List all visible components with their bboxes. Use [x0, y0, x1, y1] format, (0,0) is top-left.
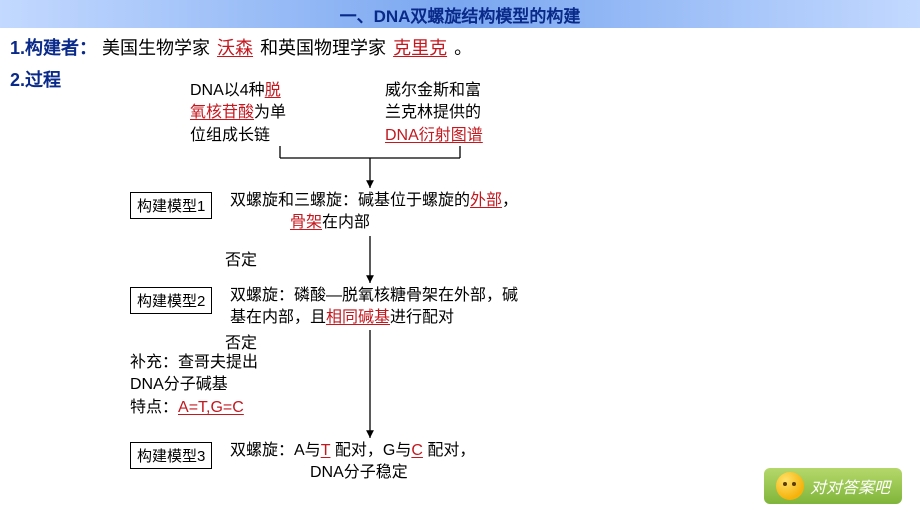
model3-box: 构建模型3	[130, 442, 212, 469]
m3-p3: 配对，	[427, 442, 475, 459]
m3-f1: T	[321, 442, 331, 459]
negate-1: 否定	[225, 250, 257, 272]
tl-p2: 为单	[254, 104, 286, 121]
supp-p3: 特点：	[130, 399, 178, 416]
builder-text-3: 。	[454, 38, 472, 58]
model1-label: 构建模型1	[137, 198, 205, 215]
tr-p1: 威尔金斯和富	[385, 82, 481, 99]
m2-p3: 进行配对	[390, 309, 454, 326]
builder-fill-2: 克里克	[391, 38, 449, 58]
m1-f1: 外部	[470, 192, 502, 209]
supp-f1: A=T,G=C	[178, 399, 244, 416]
builder-text-1: 美国生物学家	[102, 38, 210, 58]
m3-p1: 双螺旋：A与	[230, 442, 321, 459]
model2-text: 双螺旋：磷酸—脱氧核糖骨架在外部，碱 基在内部，且相同碱基进行配对	[230, 285, 670, 330]
m3-f2: C	[411, 442, 423, 459]
model3-text: 双螺旋：A与T 配对，G与C 配对， DNA分子稳定	[230, 440, 660, 485]
builder-line: 1.构建者： 美国生物学家 沃森 和英国物理学家 克里克 。	[10, 34, 910, 60]
model2-label: 构建模型2	[137, 293, 205, 310]
m1-p2: ，	[502, 192, 518, 209]
model3-label: 构建模型3	[137, 448, 205, 465]
m2-p2: 基在内部，且	[230, 309, 326, 326]
section-title: 一、DNA双螺旋结构模型的构建	[340, 2, 581, 27]
input-right: 威尔金斯和富 兰克林提供的 DNA衍射图谱	[385, 80, 565, 147]
tr-f1: DNA衍射图谱	[385, 127, 483, 144]
tr-p2: 兰克林提供的	[385, 104, 481, 121]
m2-f1: 相同碱基	[326, 309, 390, 326]
builder-label: 1.构建者：	[10, 38, 97, 58]
flowchart: DNA以4种脱 氧核苷酸为单 位组成长链 威尔金斯和富 兰克林提供的 DNA衍射…	[130, 80, 770, 500]
model1-text: 双螺旋和三螺旋：碱基位于螺旋的外部， 骨架在内部	[230, 190, 660, 235]
process-label-text: 2.过程	[10, 70, 61, 90]
answer-button[interactable]: 对对答案吧	[764, 468, 902, 504]
builder-fill-1: 沃森	[215, 38, 255, 58]
supp-p2: DNA分子碱基	[130, 376, 228, 393]
answer-button-label: 对对答案吧	[810, 474, 890, 498]
thinking-face-icon	[776, 472, 804, 500]
model1-box: 构建模型1	[130, 192, 212, 219]
builder-text-2: 和英国物理学家	[260, 38, 386, 58]
model2-box: 构建模型2	[130, 287, 212, 314]
neg1-text: 否定	[225, 252, 257, 269]
tl-f1: 脱	[265, 82, 281, 99]
tl-p3: 位组成长链	[190, 127, 270, 144]
supp-p1: 补充：查哥夫提出	[130, 354, 258, 371]
m2-p1: 双螺旋：磷酸—脱氧核糖骨架在外部，碱	[230, 287, 518, 304]
m1-p1: 双螺旋和三螺旋：碱基位于螺旋的	[230, 192, 470, 209]
input-left: DNA以4种脱 氧核苷酸为单 位组成长链	[190, 80, 370, 147]
section-header: 一、DNA双螺旋结构模型的构建	[0, 0, 920, 28]
m1-f2: 骨架	[290, 214, 322, 231]
tl-p1: DNA以4种	[190, 82, 265, 99]
m3-p4: DNA分子稳定	[310, 464, 408, 481]
m1-p3: 在内部	[322, 214, 370, 231]
supplement: 补充：查哥夫提出 DNA分子碱基 特点：A=T,G=C	[130, 352, 300, 419]
m3-p2: 配对，G与	[335, 442, 411, 459]
neg2-text: 否定	[225, 335, 257, 352]
tl-p2f: 氧核苷酸	[190, 104, 254, 121]
